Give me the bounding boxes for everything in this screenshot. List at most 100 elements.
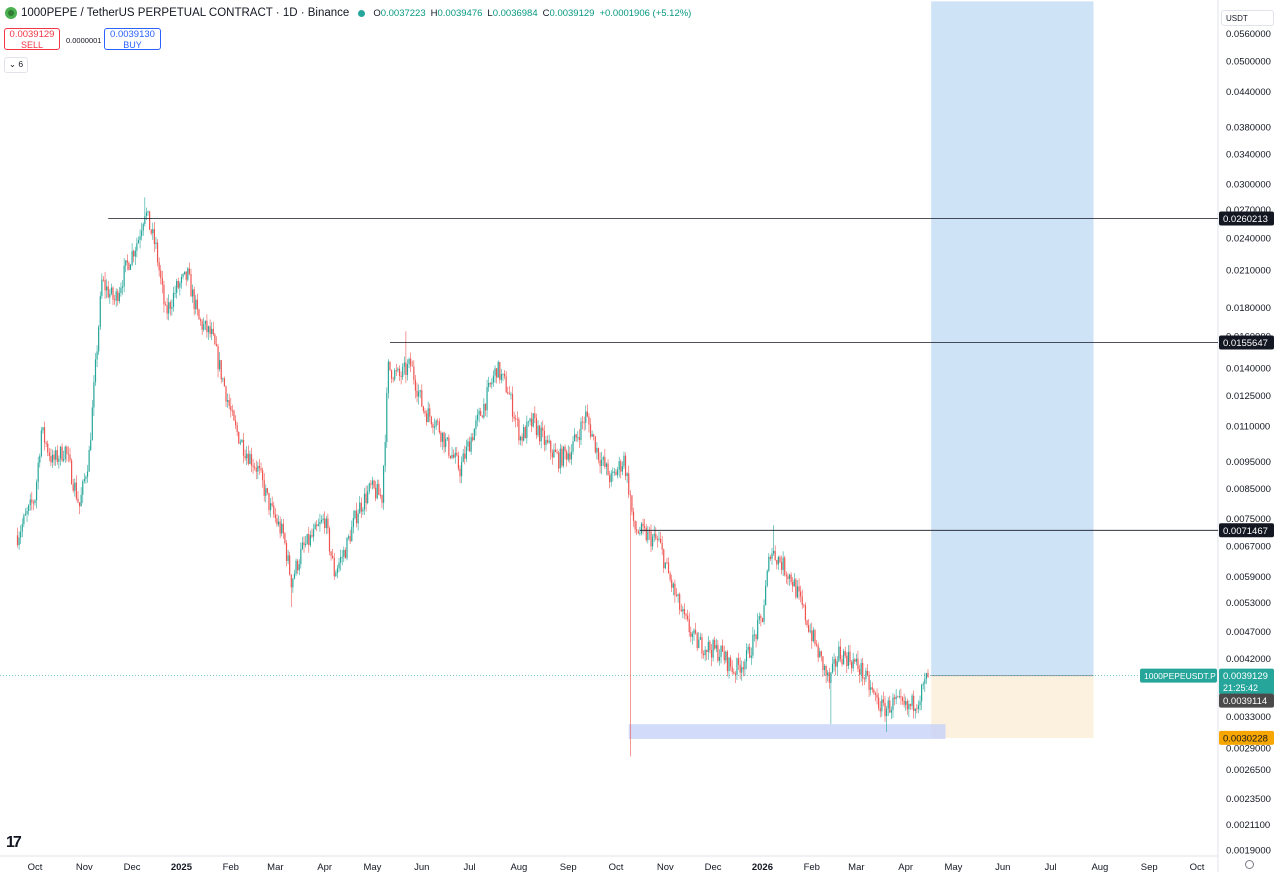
- candle-body: [147, 211, 149, 213]
- candle-body: [863, 678, 865, 680]
- candle-body: [771, 553, 773, 559]
- candle-body: [206, 320, 208, 333]
- candle-body: [785, 574, 787, 577]
- candle-body: [758, 616, 760, 620]
- candle-body: [112, 287, 114, 300]
- candle-body: [701, 637, 703, 654]
- candle-body: [260, 468, 262, 471]
- candle-body: [295, 560, 297, 574]
- tradingview-logo-icon[interactable]: 17: [6, 834, 22, 851]
- symbol-title[interactable]: 1000PEPE / TetherUS PERPETUAL CONTRACT ·…: [21, 7, 350, 19]
- candle-body: [519, 436, 522, 441]
- candle-body: [416, 390, 418, 397]
- candle-body: [332, 555, 334, 559]
- candle-body: [166, 305, 168, 314]
- support-zone: [628, 724, 946, 739]
- y-tick-label: 0.0085000: [1226, 484, 1271, 495]
- candle-body: [29, 499, 31, 506]
- x-tick-label: Nov: [76, 862, 93, 872]
- candle-body: [424, 411, 426, 414]
- buy-button[interactable]: 0.0039130 BUY: [104, 28, 161, 50]
- candle-body: [540, 427, 542, 442]
- candle-body: [903, 700, 905, 705]
- candle-body: [467, 441, 469, 447]
- candle-body: [527, 421, 530, 423]
- ohlc-low: L0.0036984: [487, 7, 538, 19]
- candle-body: [919, 701, 921, 706]
- candle-body: [93, 382, 95, 408]
- candle-body: [367, 491, 369, 503]
- candle-body: [518, 419, 520, 441]
- candle-body: [98, 326, 100, 352]
- candle-body: [675, 594, 678, 596]
- candle-body: [21, 524, 23, 532]
- candle-body: [765, 585, 767, 606]
- candle-body: [561, 448, 563, 466]
- candle-body: [156, 242, 159, 263]
- candle-body: [874, 692, 877, 695]
- candle-body: [793, 579, 795, 587]
- candle-body: [594, 436, 596, 453]
- candle-body: [115, 291, 117, 301]
- candle-body: [575, 434, 577, 438]
- candle-body: [516, 419, 518, 421]
- sell-button[interactable]: 0.0039129 SELL: [4, 28, 60, 50]
- candle-body: [507, 392, 509, 394]
- candle-body: [844, 651, 846, 656]
- candle-body: [492, 375, 495, 383]
- candle-body: [277, 521, 280, 525]
- candle-body: [279, 521, 281, 534]
- candle-body: [204, 320, 206, 325]
- candle-body: [219, 360, 221, 370]
- candle-body: [833, 659, 835, 664]
- candle-body: [234, 420, 237, 426]
- candle-body: [927, 673, 929, 678]
- y-tick-label: 0.0067000: [1226, 541, 1271, 552]
- candle-body: [171, 307, 173, 309]
- y-tick-label: 0.0095000: [1226, 457, 1271, 468]
- currency-selector[interactable]: USDT: [1221, 10, 1274, 26]
- candle-body: [55, 450, 57, 460]
- candle-body: [134, 250, 136, 257]
- settings-gear-icon[interactable]: [1245, 860, 1254, 869]
- candle-body: [494, 368, 496, 376]
- candle-body: [23, 515, 25, 525]
- y-tick-label: 0.0140000: [1226, 364, 1271, 375]
- candle-body: [839, 646, 842, 660]
- candle-body: [314, 524, 316, 530]
- candle-body: [554, 449, 557, 453]
- candle-body: [325, 518, 327, 529]
- symbol-tag: [1140, 668, 1217, 683]
- candle-body: [67, 453, 70, 455]
- candle-body: [82, 481, 84, 495]
- candle-body: [123, 265, 125, 287]
- candle-body: [621, 466, 623, 472]
- last-price-tag: [1219, 668, 1274, 695]
- candle-body: [831, 663, 834, 673]
- x-tick-label: Jul: [1044, 862, 1056, 872]
- indicators-toggle-button[interactable]: ⌄ 6: [4, 57, 28, 73]
- candle-body: [850, 661, 853, 669]
- candle-body: [559, 448, 561, 469]
- candle-body: [199, 319, 202, 321]
- candle-body: [841, 659, 843, 665]
- candle-body: [179, 282, 181, 288]
- level-price-tag: [1219, 523, 1274, 538]
- candle-body: [591, 434, 593, 437]
- candle-body: [335, 572, 337, 577]
- candle-body: [546, 440, 549, 443]
- y-tick-label: 0.0029000: [1226, 743, 1271, 754]
- candle-body: [769, 556, 772, 559]
- candle-body: [583, 422, 585, 424]
- candle-body: [384, 442, 386, 467]
- candle-body: [763, 605, 765, 622]
- candle-body: [142, 224, 144, 231]
- candle-body: [808, 625, 810, 632]
- candle-body: [766, 570, 768, 586]
- candle-body: [418, 391, 420, 397]
- candle-body: [812, 630, 814, 642]
- candle-body: [231, 410, 233, 412]
- candle-body: [28, 505, 30, 511]
- candle-body: [161, 278, 163, 285]
